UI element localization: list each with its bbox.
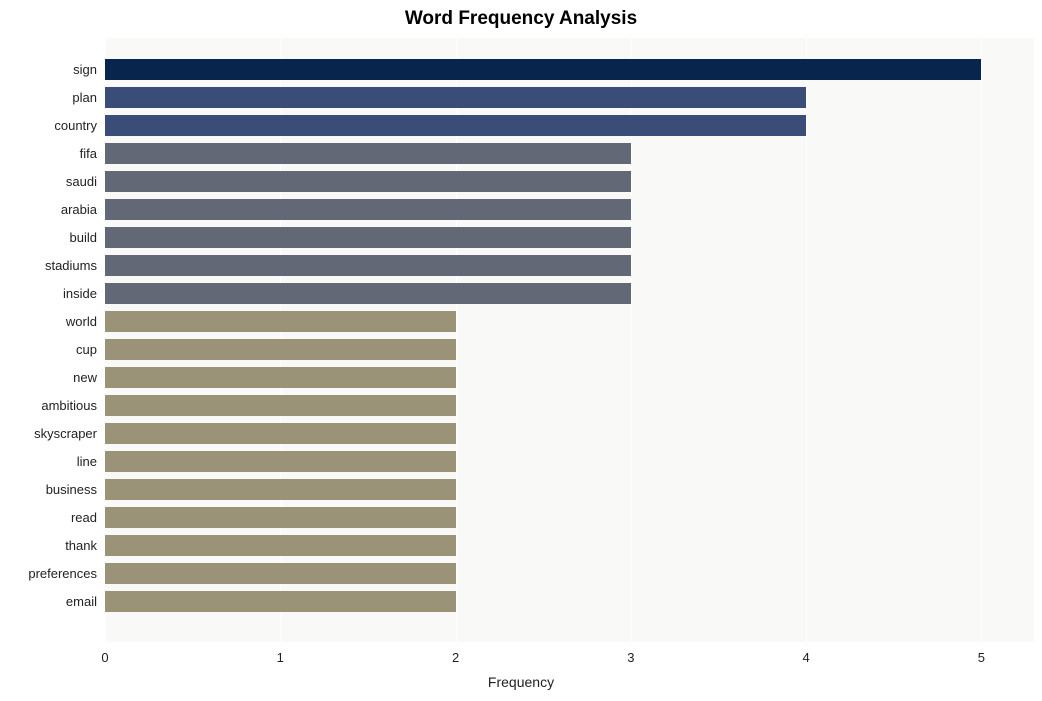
y-tick-label: email xyxy=(2,591,97,612)
bar xyxy=(105,199,631,220)
y-tick-label: plan xyxy=(2,87,97,108)
y-tick-label: arabia xyxy=(2,199,97,220)
x-tick-label: 0 xyxy=(101,650,108,665)
y-tick-label: preferences xyxy=(2,563,97,584)
bar xyxy=(105,507,456,528)
y-tick-label: read xyxy=(2,507,97,528)
chart-plot-area xyxy=(105,38,1034,642)
bar xyxy=(105,59,981,80)
bar xyxy=(105,283,631,304)
y-tick-label: build xyxy=(2,227,97,248)
y-tick-label: sign xyxy=(2,59,97,80)
y-tick-label: inside xyxy=(2,283,97,304)
gridline xyxy=(981,38,982,642)
y-tick-label: line xyxy=(2,451,97,472)
x-tick-label: 3 xyxy=(627,650,634,665)
y-tick-label: new xyxy=(2,367,97,388)
bar xyxy=(105,535,456,556)
bar xyxy=(105,479,456,500)
bar xyxy=(105,255,631,276)
bar xyxy=(105,87,806,108)
x-axis-label: Frequency xyxy=(0,674,1042,690)
bar xyxy=(105,423,456,444)
y-tick-label: business xyxy=(2,479,97,500)
y-tick-label: thank xyxy=(2,535,97,556)
y-tick-label: skyscraper xyxy=(2,423,97,444)
chart-title: Word Frequency Analysis xyxy=(0,8,1042,30)
x-tick-label: 5 xyxy=(978,650,985,665)
x-tick-label: 1 xyxy=(277,650,284,665)
y-tick-label: fifa xyxy=(2,143,97,164)
bar xyxy=(105,591,456,612)
bar xyxy=(105,563,456,584)
bar xyxy=(105,395,456,416)
gridline xyxy=(806,38,807,642)
bar xyxy=(105,367,456,388)
bar xyxy=(105,311,456,332)
y-tick-label: stadiums xyxy=(2,255,97,276)
y-tick-label: world xyxy=(2,311,97,332)
y-tick-label: cup xyxy=(2,339,97,360)
bar xyxy=(105,227,631,248)
bar xyxy=(105,339,456,360)
y-tick-label: country xyxy=(2,115,97,136)
chart-container: Word Frequency Analysis Frequency 0 1 2 3 4 5… xyxy=(0,0,1042,701)
y-tick-label: saudi xyxy=(2,171,97,192)
y-tick-label: ambitious xyxy=(2,395,97,416)
bar xyxy=(105,171,631,192)
bar xyxy=(105,115,806,136)
x-tick-label: 4 xyxy=(803,650,810,665)
bar xyxy=(105,143,631,164)
x-tick-label: 2 xyxy=(452,650,459,665)
bar xyxy=(105,451,456,472)
